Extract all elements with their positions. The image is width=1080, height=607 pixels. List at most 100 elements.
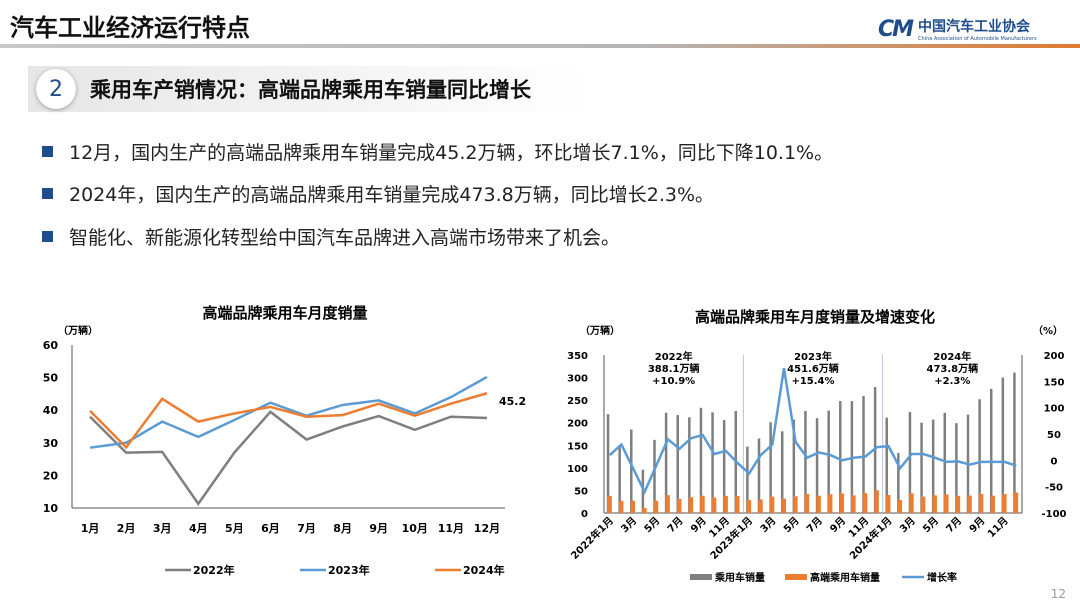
series-line-2023年 [89, 375, 488, 449]
x-tick-label: 12月 [474, 522, 500, 535]
bar-premium [735, 496, 740, 513]
bar-premium [781, 498, 786, 513]
annotation-year: 2024年 [933, 350, 971, 363]
y2-tick-label: 50 [1047, 430, 1061, 441]
x-tick-label: 2月 [117, 522, 136, 535]
y-tick-label: 200 [567, 419, 588, 430]
bullet-text: 智能化、新能源化转型给中国汽车品牌进入高端市场带来了机会。 [69, 227, 621, 249]
bar-passenger-car [897, 452, 900, 513]
y-tick-label: 350 [567, 351, 588, 362]
bar-premium [700, 495, 705, 513]
y-tick-label: 300 [567, 374, 588, 385]
bar-passenger-car [711, 412, 714, 513]
bar-passenger-car [664, 412, 668, 513]
data-label: 45.2 [499, 395, 526, 408]
x-tick-label: 7月 [804, 515, 824, 535]
bar-passenger-car [827, 410, 830, 513]
y-tick-label: 40 [43, 404, 59, 417]
bar-passenger-car [943, 412, 947, 513]
bar-premium [874, 490, 879, 513]
bar-premium [862, 493, 868, 513]
y2-axis-unit: （%） [1033, 324, 1063, 337]
bar-passenger-car [920, 422, 923, 513]
x-tick-label: 9月 [967, 515, 987, 535]
legend-label: 增长率 [927, 571, 957, 584]
x-tick-label: 9月 [828, 515, 848, 535]
bar-premium [897, 500, 903, 513]
bar-passenger-car [885, 417, 888, 513]
chart-title: 高端品牌乘用车月度销量 [202, 304, 367, 322]
annotation-growth: +2.3% [934, 376, 970, 387]
bar-passenger-car [815, 418, 819, 513]
y-tick-label: 100 [567, 464, 588, 475]
x-tick-label: 11月 [985, 515, 1010, 540]
bar-passenger-car [1013, 372, 1016, 513]
bullet-item: 12月，国内生产的高端品牌乘用车销量完成45.2万辆，环比增长7.1%，同比下降… [42, 138, 833, 165]
x-tick-label: 10月 [402, 522, 428, 535]
bar-premium [909, 493, 914, 513]
chart-title: 高端品牌乘用车月度销量及增速变化 [695, 308, 935, 326]
bar-passenger-car [839, 401, 842, 513]
bar-passenger-car [618, 446, 621, 513]
series-line-2024年 [89, 392, 488, 450]
bullet-item: 2024年，国内生产的高端品牌乘用车销量完成473.8万辆，同比增长2.3%。 [42, 180, 714, 207]
logo: CM 中国汽车工业协会 China Association of Automob… [878, 16, 1037, 43]
y2-tick-label: 200 [1044, 351, 1065, 362]
section-title: 乘用车产销情况：高端品牌乘用车销量同比增长 [90, 78, 531, 102]
x-tick-label: 7月 [665, 515, 685, 535]
bar-passenger-car [769, 422, 772, 513]
section-number: 2 [36, 69, 76, 109]
annotation-total: 473.8万辆 [927, 362, 979, 375]
y-tick-label: 250 [567, 396, 588, 407]
legend-label: 高端乘用车销量 [810, 571, 880, 584]
y-tick-label: 50 [43, 372, 59, 385]
bar-passenger-car [722, 420, 726, 513]
bar-premium [978, 494, 984, 513]
bar-passenger-car [978, 399, 981, 513]
bar-premium [885, 495, 891, 513]
x-tick-label: 5月 [781, 515, 801, 535]
y-tick-label: 20 [43, 469, 59, 482]
bar-premium [642, 507, 647, 513]
bar-premium [630, 500, 636, 513]
y-tick-label: 150 [567, 441, 588, 452]
x-tick-label: 11月 [438, 522, 464, 535]
bar-premium [618, 500, 624, 513]
x-tick-label: 7月 [297, 522, 316, 535]
annotation-total: 388.1万辆 [648, 362, 700, 375]
bar-premium [688, 497, 694, 513]
bar-passenger-car [989, 388, 993, 513]
x-tick-label: 7月 [944, 515, 964, 535]
bar-premium [990, 495, 995, 513]
y-tick-label: 30 [43, 437, 59, 450]
bullet-square-icon [42, 231, 53, 242]
header-divider [0, 44, 1080, 48]
x-tick-label: 5月 [642, 515, 662, 535]
x-tick-label: 3月 [153, 522, 172, 535]
section-header: 2 乘用车产销情况：高端品牌乘用车销量同比增长 [28, 66, 588, 112]
bar-premium [827, 494, 833, 513]
annotation-total: 451.6万辆 [787, 362, 839, 375]
y2-tick-label: 100 [1044, 404, 1065, 415]
annotation-year: 2022年 [655, 350, 693, 363]
bar-premium [793, 496, 798, 513]
y2-tick-label: -50 [1045, 483, 1063, 494]
bar-premium [839, 493, 845, 513]
bar-premium [920, 496, 926, 513]
x-tick-label: 9月 [369, 522, 388, 535]
x-tick-label: 4月 [189, 522, 208, 535]
legend-swatch [785, 574, 807, 580]
annotation-year: 2023年 [794, 350, 832, 363]
bar-passenger-car [908, 411, 912, 513]
bar-passenger-car [780, 431, 784, 513]
bar-premium [816, 495, 821, 513]
x-tick-label: 1月 [81, 522, 100, 535]
logo-subtext: China Association of Automobile Manufact… [918, 36, 1037, 42]
bullet-item: 智能化、新能源化转型给中国汽车品牌进入高端市场带来了机会。 [42, 223, 620, 250]
bar-premium [851, 495, 856, 513]
bar-passenger-car [931, 419, 935, 513]
x-tick-label: 3月 [619, 515, 639, 535]
bar-premium [653, 500, 659, 513]
bullet-square-icon [42, 188, 53, 199]
x-tick-label: 5月 [225, 522, 244, 535]
